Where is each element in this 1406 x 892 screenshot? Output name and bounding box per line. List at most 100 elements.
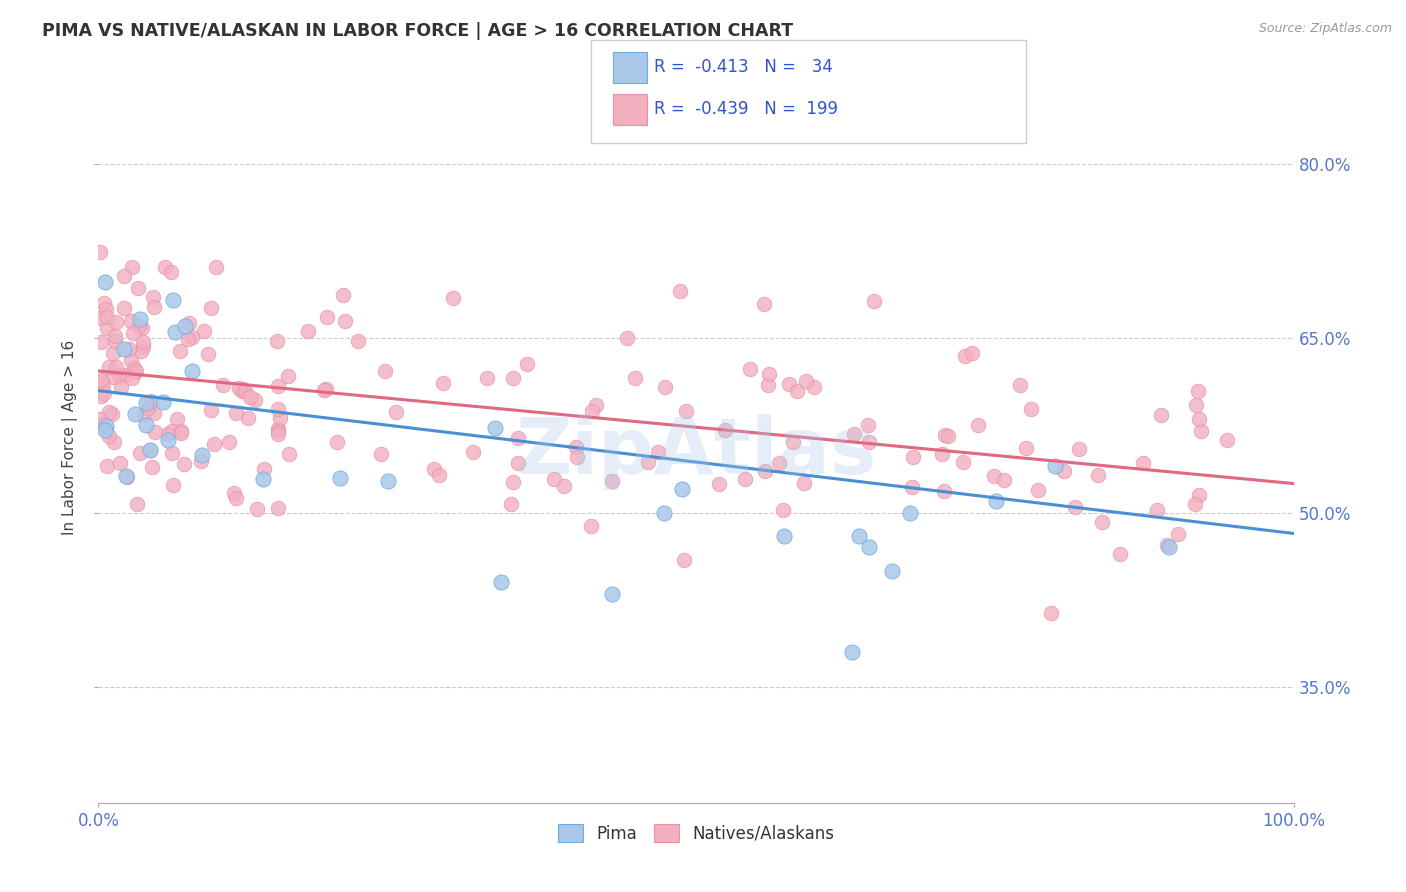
Point	[377, 474, 399, 488]
Point	[121, 260, 143, 275]
Point	[543, 472, 565, 486]
Point	[101, 346, 124, 360]
Point	[162, 478, 184, 492]
Point	[880, 564, 903, 578]
Point	[581, 404, 603, 418]
Point	[565, 450, 588, 464]
Point	[124, 407, 146, 421]
Point	[112, 269, 135, 284]
Point	[1015, 441, 1038, 455]
Point	[848, 529, 870, 543]
Point	[134, 408, 156, 422]
Point	[370, 448, 392, 462]
Point	[863, 294, 886, 309]
Point	[124, 365, 146, 379]
Point	[565, 440, 588, 454]
Point	[793, 476, 815, 491]
Point	[484, 420, 506, 434]
Point	[772, 529, 794, 543]
Point	[671, 483, 693, 497]
Point	[267, 425, 290, 439]
Point	[1216, 433, 1239, 447]
Point	[162, 293, 184, 308]
Point	[267, 379, 290, 393]
Point	[1188, 412, 1211, 426]
Point	[139, 393, 162, 408]
Point	[266, 334, 288, 349]
Point	[153, 260, 176, 274]
Point	[267, 427, 290, 442]
Point	[312, 383, 335, 397]
Point	[858, 541, 880, 555]
Point	[332, 288, 354, 302]
Point	[115, 469, 138, 483]
Point	[202, 436, 225, 450]
Point	[508, 456, 530, 470]
Point	[967, 418, 990, 433]
Point	[637, 455, 659, 469]
Point	[180, 330, 202, 344]
Point	[477, 371, 499, 385]
Point	[232, 382, 254, 396]
Point	[1132, 456, 1154, 470]
Point	[647, 445, 669, 459]
Point	[707, 476, 730, 491]
Point	[222, 486, 245, 500]
Point	[231, 384, 253, 398]
Point	[94, 423, 117, 437]
Point	[93, 296, 115, 310]
Point	[142, 290, 165, 304]
Point	[181, 364, 204, 378]
Point	[170, 425, 193, 439]
Point	[316, 310, 339, 324]
Point	[1039, 606, 1062, 620]
Point	[600, 474, 623, 488]
Point	[441, 291, 464, 305]
Point	[205, 260, 228, 275]
Point	[239, 390, 262, 404]
Point	[157, 427, 180, 442]
Point	[139, 443, 162, 458]
Point	[269, 410, 291, 425]
Point	[142, 406, 165, 420]
Point	[385, 405, 408, 419]
Point	[432, 376, 454, 390]
Point	[93, 275, 115, 289]
Point	[165, 325, 187, 339]
Point	[993, 473, 1015, 487]
Point	[197, 346, 219, 360]
Point	[508, 431, 530, 445]
Point	[127, 280, 149, 294]
Text: ZipAtlas: ZipAtlas	[516, 414, 876, 490]
Point	[315, 382, 337, 396]
Point	[1087, 468, 1109, 483]
Point	[734, 472, 756, 486]
Point	[143, 425, 166, 440]
Point	[125, 364, 148, 378]
Point	[1010, 377, 1032, 392]
Point	[962, 346, 984, 360]
Point	[190, 454, 212, 468]
Point	[953, 349, 976, 363]
Point	[100, 408, 122, 422]
Point	[112, 342, 135, 356]
Point	[136, 401, 159, 415]
Point	[91, 376, 114, 391]
Point	[179, 316, 201, 330]
Point	[110, 368, 132, 383]
Point	[89, 412, 111, 426]
Point	[141, 459, 163, 474]
Point	[97, 429, 120, 443]
Point	[796, 374, 818, 388]
Point	[326, 434, 349, 449]
Point	[135, 418, 157, 433]
Point	[90, 389, 112, 403]
Point	[844, 427, 866, 442]
Point	[1043, 459, 1066, 474]
Point	[152, 394, 174, 409]
Point	[90, 417, 112, 432]
Point	[104, 334, 127, 349]
Point	[121, 371, 143, 385]
Point	[758, 368, 780, 382]
Point	[1187, 384, 1209, 398]
